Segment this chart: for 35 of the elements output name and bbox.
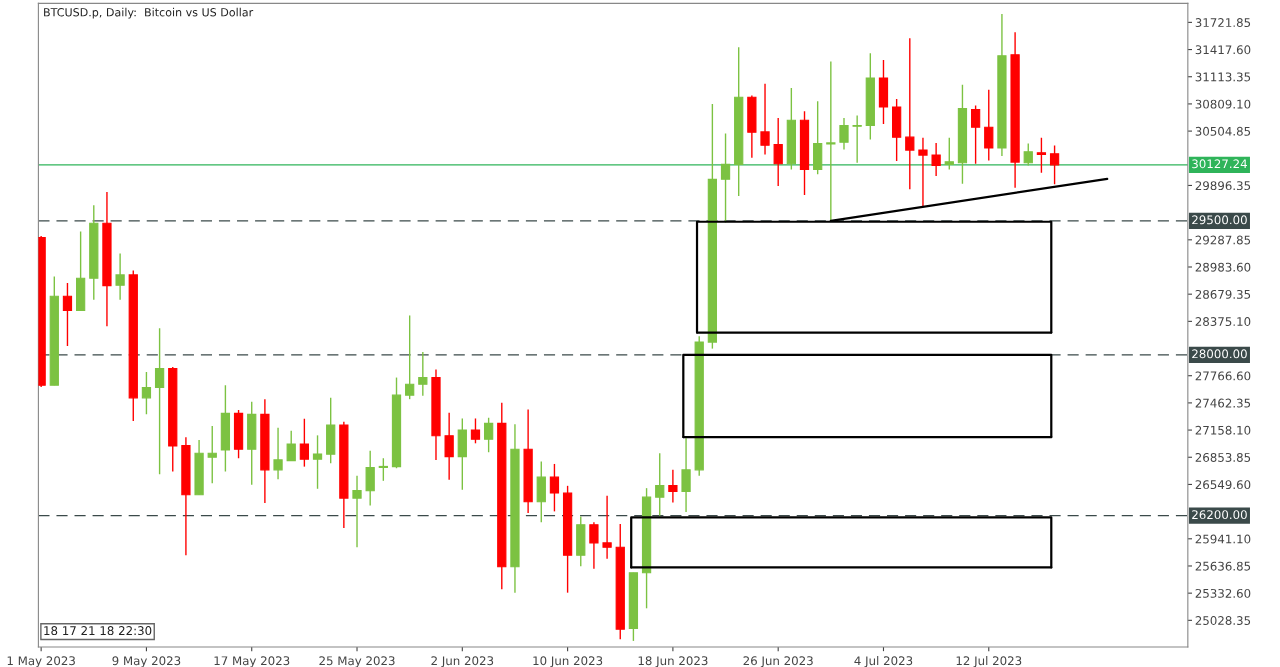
y-tick-label: 28679.35 [1195,289,1251,299]
ref-line-label: 26200.00 [1192,510,1247,520]
y-tick-label: 25636.85 [1195,561,1251,571]
y-tick-label: 31417.60 [1195,45,1251,55]
y-tick-label: 27158.10 [1195,425,1251,435]
x-tick-label: 2 Jun 2023 [431,656,494,667]
ref-line-label: 29500.00 [1192,215,1247,225]
y-tick-label: 25332.60 [1195,588,1251,598]
x-tick-label: 17 May 2023 [214,656,290,667]
y-tick-label: 25941.10 [1195,534,1251,544]
y-tick-label: 28983.60 [1195,262,1251,272]
chart-title: BTCUSD.p, Daily: Bitcoin vs US Dollar [44,7,254,19]
y-tick-label: 27766.60 [1195,371,1251,381]
x-tick-label: 18 Jun 2023 [638,656,708,667]
y-tick-label: 30504.85 [1195,126,1251,136]
y-tick-label: 26549.60 [1195,480,1251,490]
x-tick-label: 26 Jun 2023 [743,656,813,667]
x-tick-label: 10 Jun 2023 [533,656,603,667]
x-tick-label: 12 Jul 2023 [956,656,1022,667]
x-tick-label: 9 May 2023 [112,656,181,667]
y-tick-label: 31721.85 [1195,18,1251,28]
y-tick-label: 26853.85 [1195,452,1251,462]
annotation: 18 17 21 18 22:30 [44,626,152,636]
y-tick-label: 25028.35 [1195,616,1251,625]
ref-line-label: 30127.24 [1192,159,1247,169]
y-tick-label: 28375.10 [1195,317,1251,327]
ref-line-label: 28000.00 [1192,349,1247,359]
y-tick-label: 29287.85 [1195,235,1251,245]
x-tick-label: 4 Jul 2023 [854,656,913,667]
x-tick-label: 25 May 2023 [319,656,395,667]
y-tick-label: 27462.35 [1195,398,1251,408]
x-tick-label: 1 May 2023 [7,656,75,667]
y-tick-label: 31113.35 [1195,72,1251,82]
y-tick-label: 30809.10 [1195,99,1251,109]
y-tick-label: 29896.35 [1195,181,1251,191]
